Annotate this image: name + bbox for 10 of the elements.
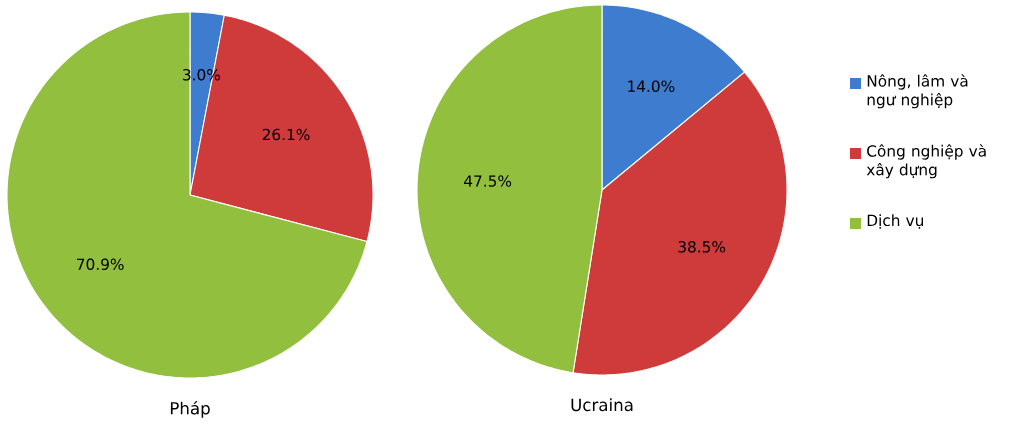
text: Ucraina bbox=[571, 398, 633, 412]
legend-label: Nông, lâm và ngư nghiệp bbox=[867, 74, 968, 109]
legend-label: Dịch vụ bbox=[867, 214, 923, 229]
legend-label: Công nghiệp và xây dựng bbox=[866, 144, 986, 179]
text: Pháp bbox=[170, 400, 210, 418]
data-label: 70.9% bbox=[77, 258, 124, 271]
data-label: 26.1% bbox=[262, 128, 310, 141]
data-label: 47.5% bbox=[464, 175, 512, 187]
data-label: 14.0% bbox=[628, 80, 675, 92]
data-label: 38.5% bbox=[678, 241, 726, 253]
